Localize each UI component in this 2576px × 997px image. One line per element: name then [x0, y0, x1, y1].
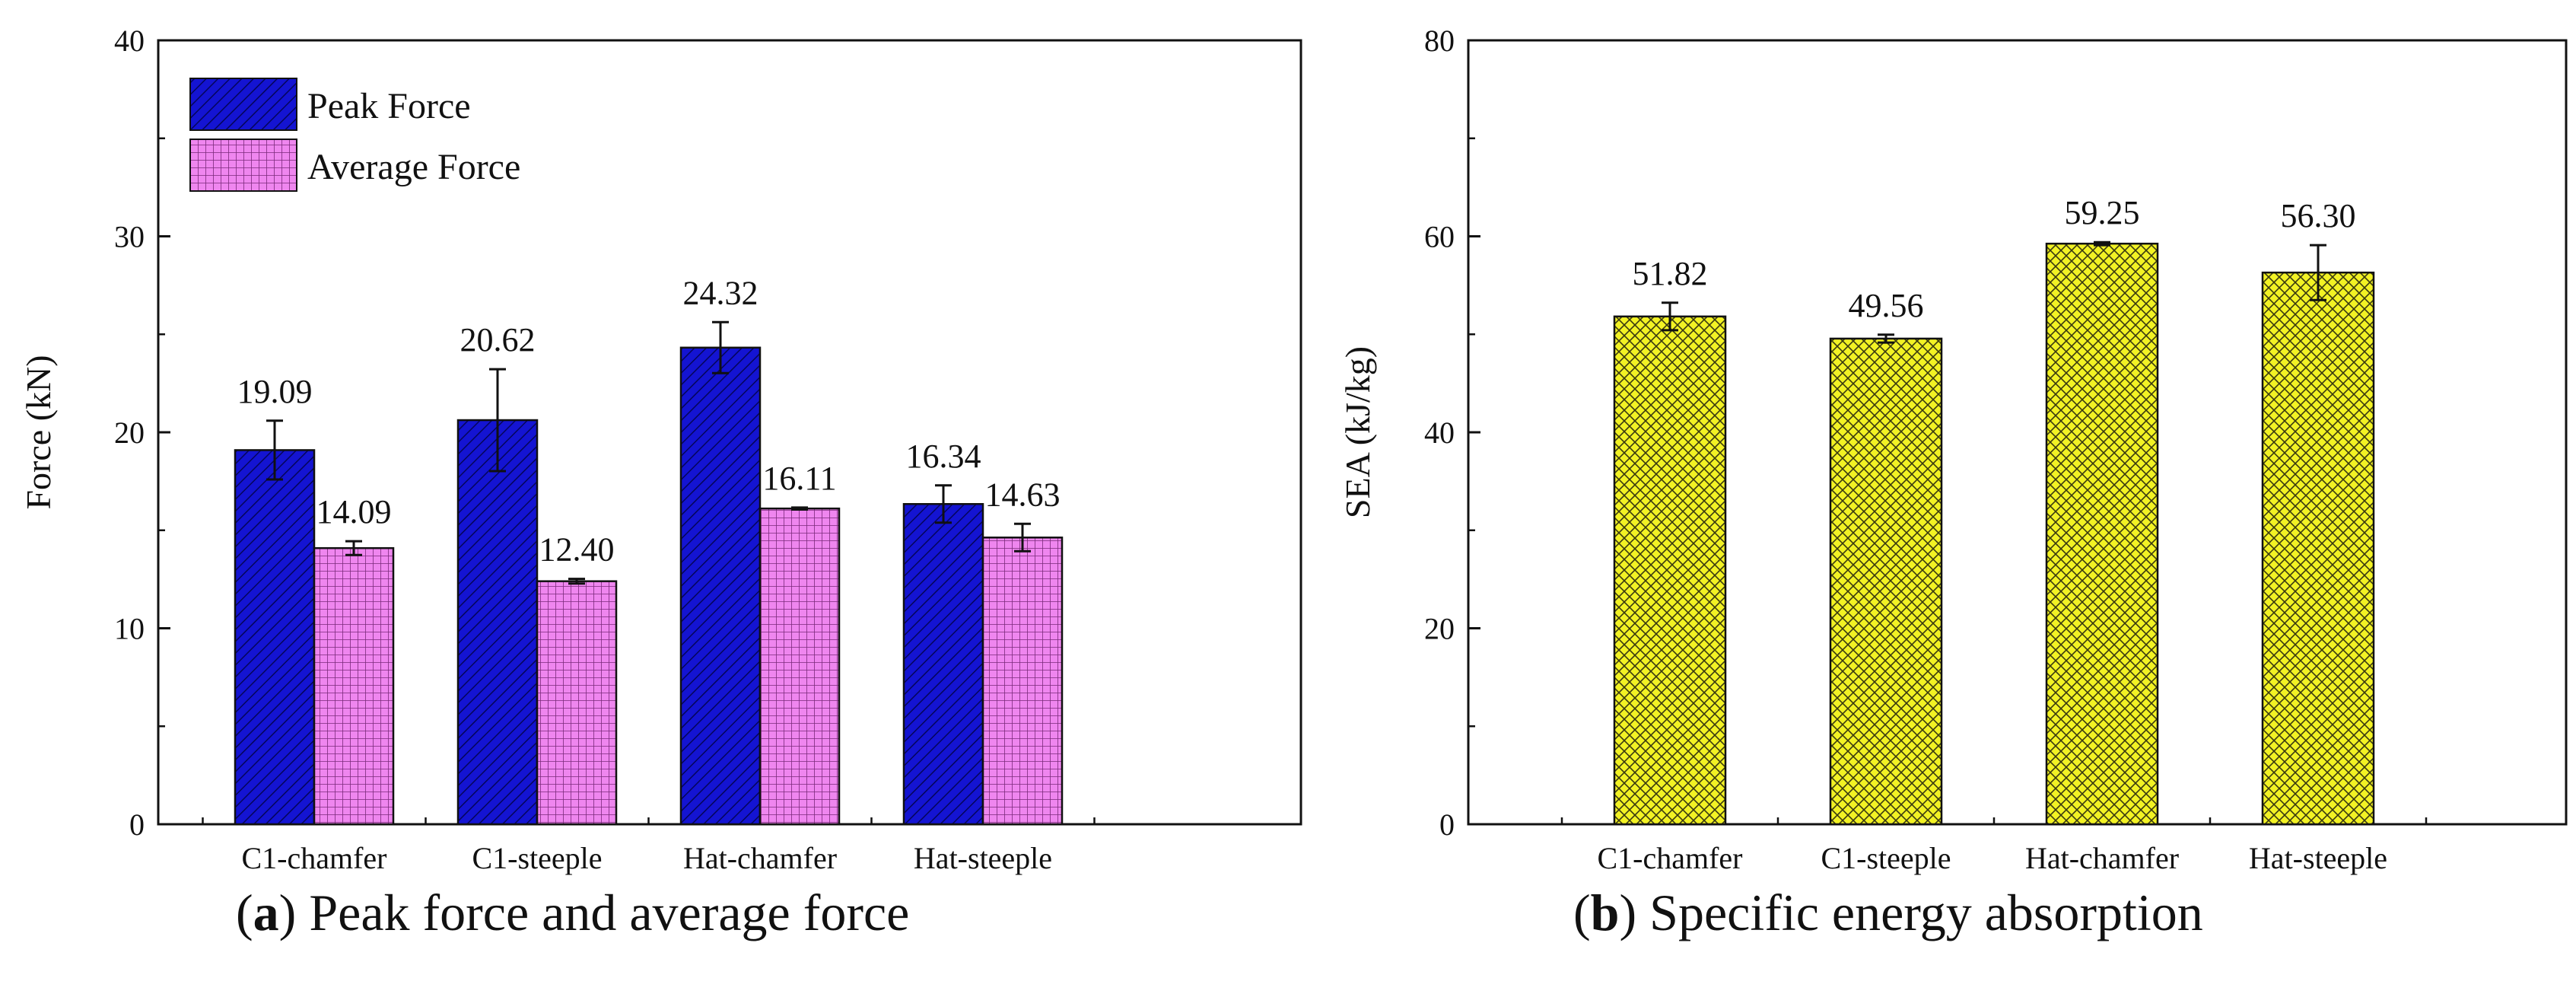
panel-a-chart: 0 10 20 30 40 C1-chamfer C1-steeple Hat-chamfe… — [19, 24, 1302, 875]
panel-a-data-labels: 19.09 20.62 24.32 16.34 14.09 12.40 16.11 14.63 — [237, 274, 1061, 568]
bar — [234, 449, 316, 826]
data-label: 56.30 — [2281, 197, 2356, 234]
data-label: 49.56 — [1849, 287, 1924, 324]
x-tick-label: Hat-steeple — [914, 841, 1052, 875]
bar — [536, 580, 618, 826]
panel-b-bars — [1613, 240, 2375, 826]
legend-label-average-force: Average Force — [307, 147, 520, 187]
data-label: 59.25 — [2065, 194, 2140, 231]
y-tick-label: 60 — [1424, 220, 1455, 254]
bar — [758, 507, 841, 826]
panel-a-caption-text: Peak force and average force — [309, 884, 910, 941]
panel-a-caption-letter: a — [253, 884, 279, 941]
data-label: 14.09 — [316, 493, 392, 530]
panel-b-data-labels: 51.82 49.56 59.25 56.30 — [1633, 194, 2356, 324]
bar — [679, 346, 762, 826]
panel-b-y-axis-title: SEA (kJ/kg) — [1338, 346, 1377, 518]
y-tick-label: 10 — [114, 612, 145, 646]
y-tick-label: 40 — [114, 24, 145, 58]
y-tick-label: 0 — [1439, 807, 1455, 842]
panel-b-chart: 0 20 40 60 80 C1-chamfer C1-steeple Hat-chamfe… — [1338, 24, 2568, 875]
legend-swatch-average-force — [189, 139, 297, 192]
bar — [456, 419, 539, 826]
bar — [2261, 271, 2375, 826]
data-label: 19.09 — [237, 373, 313, 410]
bar — [313, 546, 395, 826]
x-tick-label: Hat-chamfer — [683, 841, 837, 875]
y-tick-label: 40 — [1424, 416, 1455, 450]
panel-a-legend: Peak Force Average Force — [189, 78, 520, 192]
legend-swatch-peak-force — [189, 78, 297, 131]
panel-b-x-axis: C1-chamfer C1-steeple Hat-chamfer Hat-steep… — [1560, 812, 2428, 875]
y-tick-label: 20 — [1424, 612, 1455, 646]
x-tick-label: C1-steeple — [472, 841, 602, 875]
panel-b-caption-text: Specific energy absorption — [1649, 884, 2203, 941]
x-tick-label: C1-chamfer — [241, 841, 386, 875]
panel-b-caption: (b) Specific energy absorption — [1573, 884, 2203, 941]
panel-b-y-axis: 0 20 40 60 80 — [1424, 24, 1480, 842]
data-label: 16.11 — [762, 460, 836, 497]
data-label: 12.40 — [539, 531, 615, 569]
data-label: 14.63 — [985, 476, 1061, 513]
panel-a-y-axis-title: Force (kN) — [19, 355, 58, 509]
bar — [902, 502, 984, 826]
panel-a-bars — [234, 320, 1064, 826]
x-tick-label: Hat-steeple — [2249, 841, 2387, 875]
panel-a-y-axis: 0 10 20 30 40 — [114, 24, 170, 842]
y-tick-label: 0 — [129, 807, 145, 842]
panel-b-caption-letter: b — [1590, 884, 1620, 941]
data-label: 51.82 — [1633, 255, 1708, 292]
y-tick-label: 80 — [1424, 24, 1455, 58]
data-label: 16.34 — [906, 438, 981, 475]
x-tick-label: C1-steeple — [1821, 841, 1951, 875]
data-label: 24.32 — [683, 274, 758, 311]
y-tick-label: 30 — [114, 220, 145, 254]
bar — [1613, 315, 1727, 826]
bar — [981, 537, 1064, 826]
x-tick-label: Hat-chamfer — [2025, 841, 2179, 875]
legend-label-peak-force: Peak Force — [307, 86, 471, 126]
bar — [1829, 337, 1943, 826]
x-tick-label: C1-chamfer — [1597, 841, 1742, 875]
panel-a-caption: (a) Peak force and average force — [236, 884, 910, 941]
bar — [2045, 242, 2159, 826]
data-label: 20.62 — [460, 321, 536, 358]
y-tick-label: 20 — [114, 416, 145, 450]
